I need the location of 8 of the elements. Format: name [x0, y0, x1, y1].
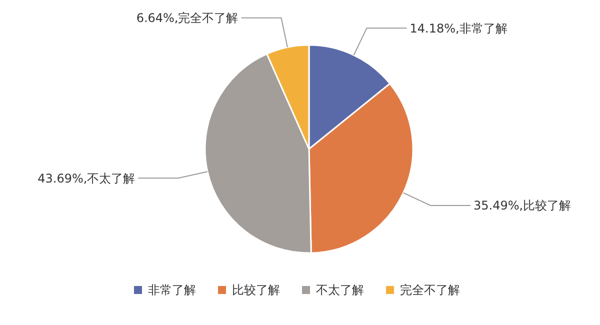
data-label: 6.64%,完全不了解: [136, 11, 238, 26]
legend-label: 非常了解: [148, 283, 196, 298]
legend-label: 比较了解: [232, 283, 280, 298]
legend-label: 不太了解: [316, 283, 364, 298]
data-label: 43.69%,不太了解: [38, 171, 136, 186]
data-label: 35.49%,比较了解: [474, 198, 572, 213]
data-label: 14.18%,非常了解: [410, 21, 508, 36]
legend-label: 完全不了解: [400, 283, 460, 298]
